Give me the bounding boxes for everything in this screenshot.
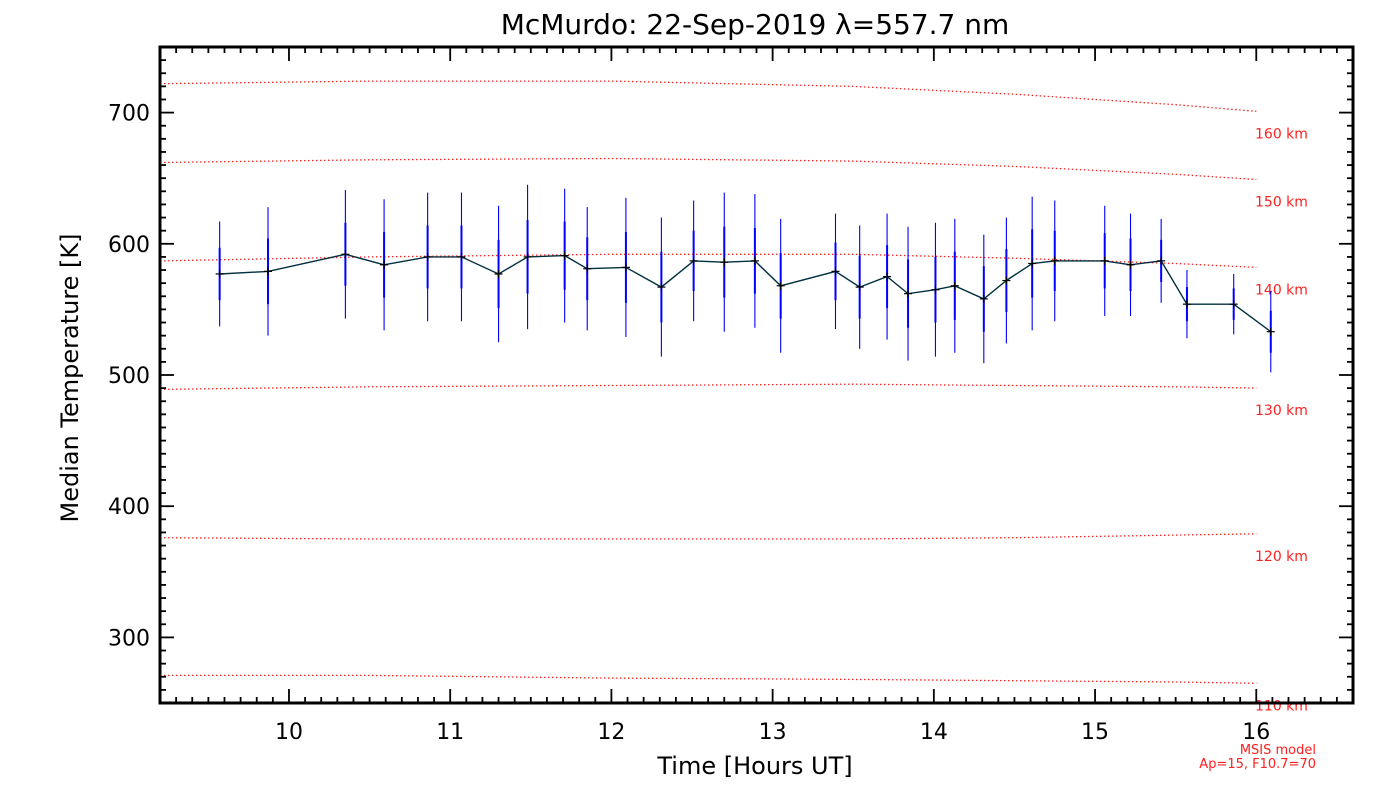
data-point	[1266, 327, 1275, 336]
data-point	[1028, 259, 1037, 268]
data-point	[1157, 256, 1166, 265]
data-point	[264, 267, 273, 276]
data-point	[341, 250, 350, 259]
y-tick-label: 400	[108, 495, 150, 520]
data-point	[1100, 256, 1109, 265]
msis-altitude-labels: 110 km 120 km 130 km 140 km 150 km 160 km	[1255, 126, 1308, 714]
x-tick-label: 12	[597, 720, 625, 745]
temperature-series	[215, 250, 1275, 336]
data-point	[1002, 276, 1011, 285]
data-point	[689, 256, 698, 265]
msis-curve-110km	[160, 674, 1257, 684]
data-point	[883, 272, 892, 281]
data-point	[423, 252, 432, 261]
data-point	[583, 264, 592, 273]
data-point	[776, 281, 785, 290]
msis-model-note: MSIS model	[1240, 743, 1316, 758]
data-point	[855, 283, 864, 292]
data-point	[1229, 300, 1238, 309]
error-bars	[218, 184, 1272, 373]
msis-label-120km: 120 km	[1255, 549, 1308, 565]
data-point	[1182, 300, 1191, 309]
data-point	[457, 252, 466, 261]
msis-label-150km: 150 km	[1255, 195, 1308, 211]
y-tick-label: 300	[108, 626, 150, 651]
msis-model-curves	[159, 80, 1257, 684]
data-point	[657, 283, 666, 292]
y-tick-label: 500	[108, 364, 150, 389]
msis-curve-160km	[159, 80, 1257, 112]
x-tick-label: 16	[1242, 720, 1270, 745]
data-point	[621, 263, 630, 272]
data-point	[931, 285, 940, 294]
msis-label-130km: 130 km	[1255, 403, 1308, 419]
x-tick-label: 14	[920, 720, 948, 745]
x-tick-label: 11	[436, 720, 464, 745]
plot-frame	[158, 45, 1355, 705]
data-point	[560, 251, 569, 260]
data-point	[950, 281, 959, 290]
x-axis-ticks: 10 11 12 13 14 15 16	[159, 47, 1354, 745]
y-tick-label: 700	[108, 102, 150, 127]
x-tick-label: 10	[275, 720, 303, 745]
data-point	[380, 260, 389, 269]
data-point	[1050, 256, 1059, 265]
data-point	[215, 269, 224, 278]
plot-border	[158, 45, 1355, 705]
msis-label-110km: 110 km	[1255, 698, 1308, 714]
msis-curve-130km	[159, 383, 1257, 391]
data-point	[831, 267, 840, 276]
data-point	[904, 289, 913, 298]
msis-label-160km: 160 km	[1255, 126, 1308, 142]
msis-curve-120km	[159, 533, 1257, 540]
data-point	[494, 269, 503, 278]
msis-curve-150km	[159, 157, 1257, 181]
data-point	[720, 258, 729, 267]
y-axis-label: Median Temperature [K]	[56, 233, 84, 522]
x-axis-label: Time [Hours UT]	[656, 752, 852, 780]
msis-params-note: Ap=15, F10.7=70	[1199, 757, 1316, 772]
data-point	[750, 256, 759, 265]
data-point	[523, 252, 532, 261]
data-point	[979, 294, 988, 303]
series-line	[219, 253, 1272, 333]
msis-label-140km: 140 km	[1255, 282, 1308, 298]
y-tick-label: 600	[108, 233, 150, 258]
chart-title: McMurdo: 22-Sep-2019 λ=557.7 nm	[501, 8, 1010, 41]
x-tick-label: 15	[1081, 720, 1109, 745]
y-axis-ticks: 300 400 500 600 700	[108, 46, 1353, 704]
x-tick-label: 13	[759, 720, 787, 745]
msis-curve-140km	[159, 253, 1257, 269]
data-point	[1126, 260, 1135, 269]
